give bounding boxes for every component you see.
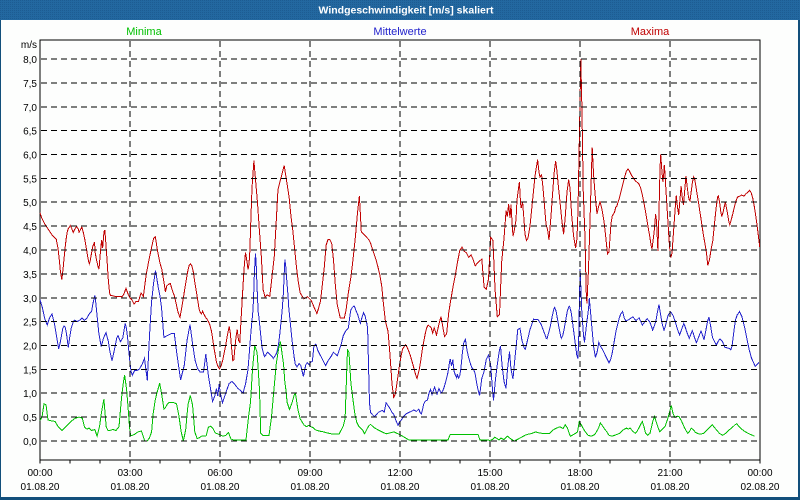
svg-text:6,5: 6,5 [23, 127, 37, 138]
svg-text:5,5: 5,5 [23, 174, 37, 185]
svg-text:0,5: 0,5 [23, 413, 37, 424]
svg-text:01.08.20: 01.08.20 [291, 482, 330, 493]
svg-text:01.08.20: 01.08.20 [651, 482, 690, 493]
svg-text:01.08.20: 01.08.20 [201, 482, 240, 493]
svg-text:15:00: 15:00 [477, 468, 502, 479]
svg-text:01.08.20: 01.08.20 [471, 482, 510, 493]
svg-text:3,5: 3,5 [23, 270, 37, 281]
svg-text:2,0: 2,0 [23, 342, 37, 353]
svg-text:1,5: 1,5 [23, 365, 37, 376]
svg-text:4,0: 4,0 [23, 246, 37, 257]
svg-text:00:00: 00:00 [27, 468, 52, 479]
svg-text:1,0: 1,0 [23, 389, 37, 400]
svg-text:7,0: 7,0 [23, 103, 37, 114]
svg-text:0,0: 0,0 [23, 437, 37, 448]
svg-text:18:00: 18:00 [567, 468, 592, 479]
svg-text:Mittelwerte: Mittelwerte [373, 26, 426, 38]
svg-text:06:00: 06:00 [207, 468, 232, 479]
svg-text:Minima: Minima [126, 26, 162, 38]
svg-text:02.08.20: 02.08.20 [741, 482, 780, 493]
svg-text:3,0: 3,0 [23, 294, 37, 305]
svg-text:7,5: 7,5 [23, 79, 37, 90]
svg-text:4,5: 4,5 [23, 222, 37, 233]
svg-text:8,0: 8,0 [23, 55, 37, 66]
svg-text:2,5: 2,5 [23, 318, 37, 329]
svg-text:03:00: 03:00 [117, 468, 142, 479]
svg-text:Maxima: Maxima [631, 26, 670, 38]
svg-text:5,0: 5,0 [23, 198, 37, 209]
svg-text:00:00: 00:00 [747, 468, 772, 479]
svg-text:01.08.20: 01.08.20 [561, 482, 600, 493]
svg-text:01.08.20: 01.08.20 [381, 482, 420, 493]
svg-text:Windgeschwindigkeit [m/s] skal: Windgeschwindigkeit [m/s] skaliert [319, 5, 494, 17]
svg-text:09:00: 09:00 [297, 468, 322, 479]
svg-text:12:00: 12:00 [387, 468, 412, 479]
svg-text:01.08.20: 01.08.20 [111, 482, 150, 493]
svg-text:6,0: 6,0 [23, 151, 37, 162]
svg-text:21:00: 21:00 [657, 468, 682, 479]
svg-text:m/s: m/s [21, 40, 37, 51]
svg-text:01.08.20: 01.08.20 [21, 482, 60, 493]
